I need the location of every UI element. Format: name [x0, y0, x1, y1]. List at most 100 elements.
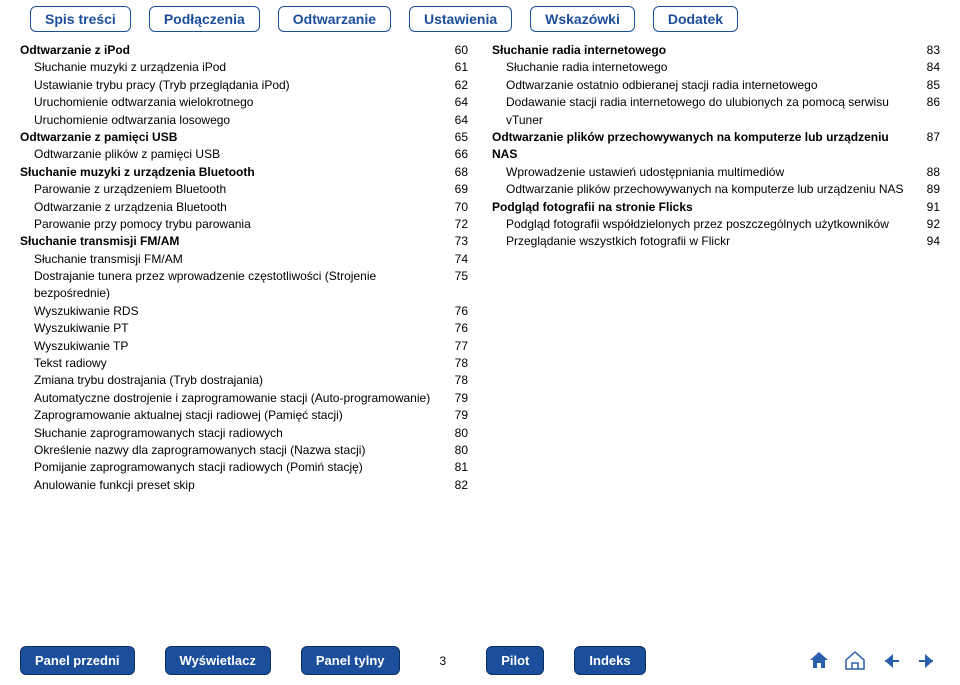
toc-page: 64: [442, 94, 468, 111]
toc-entry[interactable]: Odtwarzanie z pamięci USB 65: [20, 129, 468, 146]
toc-label: Anulowanie funkcji preset skip: [34, 477, 432, 494]
toc-entry[interactable]: Zmiana trybu dostrajania (Tryb dostrajan…: [20, 372, 468, 389]
nav-panel-tylny[interactable]: Panel tylny: [301, 646, 400, 675]
toc-page: 78: [442, 355, 468, 372]
nav-panel-przedni[interactable]: Panel przedni: [20, 646, 135, 675]
toc-column-left: Odtwarzanie z iPod60Słuchanie muzyki z u…: [20, 42, 468, 494]
toc-page: 80: [442, 425, 468, 442]
forward-arrow-icon[interactable]: [914, 649, 940, 673]
tab-dodatek[interactable]: Dodatek: [653, 6, 738, 32]
toc-entry[interactable]: Określenie nazwy dla zaprogramowanych st…: [20, 442, 468, 459]
toc-label: Odtwarzanie plików przechowywanych na ko…: [506, 181, 904, 198]
toc-page: 74: [442, 251, 468, 268]
toc-entry[interactable]: Parowanie przy pomocy trybu parowania72: [20, 216, 468, 233]
toc-entry[interactable]: Wyszukiwanie TP 77: [20, 338, 468, 355]
toc-label: Wyszukiwanie PT: [34, 320, 432, 337]
toc-label: Dodawanie stacji radia internetowego do …: [506, 94, 904, 129]
toc-entry[interactable]: Wyszukiwanie RDS 76: [20, 303, 468, 320]
toc-page: 92: [914, 216, 940, 233]
toc-entry[interactable]: Tekst radiowy 78: [20, 355, 468, 372]
toc-entry[interactable]: Dostrajanie tunera przez wprowadzenie cz…: [20, 268, 468, 303]
toc-label: Odtwarzanie z iPod: [20, 42, 432, 59]
toc-entry[interactable]: Słuchanie muzyki z urządzenia iPod 61: [20, 59, 468, 76]
toc-entry[interactable]: Słuchanie muzyki z urządzenia Bluetooth 6…: [20, 164, 468, 181]
tab-odtwarzanie[interactable]: Odtwarzanie: [278, 6, 391, 32]
toc-entry[interactable]: Ustawianie trybu pracy (Tryb przeglądani…: [20, 77, 468, 94]
tab-spis-tresci[interactable]: Spis treści: [30, 6, 131, 32]
nav-wyswietlacz[interactable]: Wyświetlacz: [165, 646, 271, 675]
toc-label: Słuchanie muzyki z urządzenia Bluetooth: [20, 164, 432, 181]
page-number: 3: [430, 654, 457, 668]
toc-label: Automatyczne dostrojenie i zaprogramowan…: [34, 390, 432, 407]
toc-page: 76: [442, 320, 468, 337]
toc-label: Uruchomienie odtwarzania losowego: [34, 112, 432, 129]
toc-page: 91: [914, 199, 940, 216]
toc-entry[interactable]: Wyszukiwanie PT 76: [20, 320, 468, 337]
nav-pilot[interactable]: Pilot: [486, 646, 544, 675]
toc-entry[interactable]: Odtwarzanie z iPod 60: [20, 42, 468, 59]
toc-label: Parowanie przy pomocy trybu parowania: [34, 216, 432, 233]
toc-label: Ustawianie trybu pracy (Tryb przeglądani…: [34, 77, 432, 94]
toc-page: 77: [442, 338, 468, 355]
toc-label: Tekst radiowy: [34, 355, 432, 372]
toc-entry[interactable]: Słuchanie zaprogramowanych stacji radiow…: [20, 425, 468, 442]
toc-label: Odtwarzanie z pamięci USB: [20, 129, 432, 146]
toc-entry[interactable]: Odtwarzanie ostatnio odbieranej stacji r…: [492, 77, 940, 94]
toc-page: 62: [442, 77, 468, 94]
toc-entry[interactable]: Odtwarzanie plików przechowywanych na ko…: [492, 129, 940, 164]
toc-label: Zmiana trybu dostrajania (Tryb dostrajan…: [34, 372, 432, 389]
toc-page: 84: [914, 59, 940, 76]
toc-label: Parowanie z urządzeniem Bluetooth: [34, 181, 432, 198]
toc-label: Słuchanie muzyki z urządzenia iPod: [34, 59, 432, 76]
toc-page: 61: [442, 59, 468, 76]
toc-page: 64: [442, 112, 468, 129]
toc-entry[interactable]: Odtwarzanie z urządzenia Bluetooth70: [20, 199, 468, 216]
toc-page: 73: [442, 233, 468, 250]
toc-page: 68: [442, 164, 468, 181]
toc-entry[interactable]: Podgląd fotografii na stronie Flicks91: [492, 199, 940, 216]
toc-page: 76: [442, 303, 468, 320]
toc-page: 65: [442, 129, 468, 146]
toc-entry[interactable]: Uruchomienie odtwarzania wielokrotnego64: [20, 94, 468, 111]
toc-entry[interactable]: Uruchomienie odtwarzania losowego 64: [20, 112, 468, 129]
toc-entry[interactable]: Dodawanie stacji radia internetowego do …: [492, 94, 940, 129]
toc-entry[interactable]: Wprowadzenie ustawień udostępniania mult…: [492, 164, 940, 181]
toc-label: Słuchanie transmisji FM/AM: [34, 251, 432, 268]
toc-entry[interactable]: Automatyczne dostrojenie i zaprogramowan…: [20, 390, 468, 407]
toc-entry[interactable]: Parowanie z urządzeniem Bluetooth69: [20, 181, 468, 198]
toc-page: 60: [442, 42, 468, 59]
toc-entry[interactable]: Słuchanie transmisji FM/AM 74: [20, 251, 468, 268]
toc-label: Wyszukiwanie RDS: [34, 303, 432, 320]
toc-entry[interactable]: Zaprogramowanie aktualnej stacji radiowe…: [20, 407, 468, 424]
toc-label: Odtwarzanie plików przechowywanych na ko…: [492, 129, 904, 164]
toc-entry[interactable]: Słuchanie transmisji FM/AM73: [20, 233, 468, 250]
tab-ustawienia[interactable]: Ustawienia: [409, 6, 512, 32]
toc-page: 80: [442, 442, 468, 459]
nav-icons: [806, 649, 940, 673]
tab-wskazowki[interactable]: Wskazówki: [530, 6, 635, 32]
toc-label: Przeglądanie wszystkich fotografii w Fli…: [506, 233, 904, 250]
toc-entry[interactable]: Odtwarzanie plików z pamięci USB66: [20, 146, 468, 163]
toc-label: Podgląd fotografii współdzielonych przez…: [506, 216, 904, 233]
toc-entry[interactable]: Pomijanie zaprogramowanych stacji radiow…: [20, 459, 468, 476]
top-nav: Spis treści Podłączenia Odtwarzanie Usta…: [0, 0, 960, 42]
toc-content: Odtwarzanie z iPod60Słuchanie muzyki z u…: [0, 42, 960, 494]
toc-label: Zaprogramowanie aktualnej stacji radiowe…: [34, 407, 432, 424]
home-alt-icon[interactable]: [842, 649, 868, 673]
home-icon[interactable]: [806, 649, 832, 673]
toc-entry[interactable]: Słuchanie radia internetowego84: [492, 59, 940, 76]
toc-entry[interactable]: Anulowanie funkcji preset skip82: [20, 477, 468, 494]
toc-entry[interactable]: Słuchanie radia internetowego83: [492, 42, 940, 59]
toc-entry[interactable]: Przeglądanie wszystkich fotografii w Fli…: [492, 233, 940, 250]
tab-podlaczenia[interactable]: Podłączenia: [149, 6, 260, 32]
toc-entry[interactable]: Podgląd fotografii współdzielonych przez…: [492, 216, 940, 233]
toc-label: Dostrajanie tunera przez wprowadzenie cz…: [34, 268, 432, 303]
toc-label: Wyszukiwanie TP: [34, 338, 432, 355]
toc-page: 75: [442, 268, 468, 285]
nav-indeks[interactable]: Indeks: [574, 646, 645, 675]
toc-label: Odtwarzanie z urządzenia Bluetooth: [34, 199, 432, 216]
toc-entry[interactable]: Odtwarzanie plików przechowywanych na ko…: [492, 181, 940, 198]
back-arrow-icon[interactable]: [878, 649, 904, 673]
toc-column-right: Słuchanie radia internetowego83Słuchanie…: [492, 42, 940, 494]
toc-label: Odtwarzanie ostatnio odbieranej stacji r…: [506, 77, 904, 94]
